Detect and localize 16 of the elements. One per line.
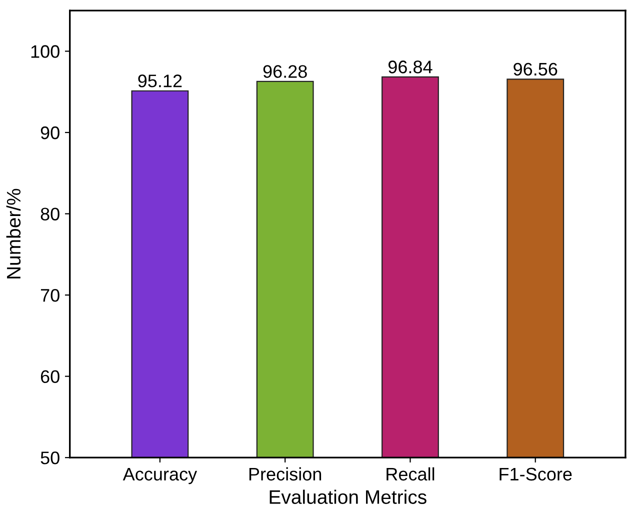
x-axis-title: Evaluation Metrics (270, 490, 426, 504)
x-tick-label: F1-Score (500, 468, 572, 481)
x-tick-label: Accuracy (122, 468, 198, 484)
y-tick-label: 80 (40, 208, 60, 220)
data-label: 95.12 (138, 74, 182, 88)
data-label: 96.84 (388, 60, 432, 74)
y-axis-title: Number/% (6, 188, 21, 278)
x-tick-label: Recall (386, 467, 434, 481)
y-tick-label: 60 (40, 370, 60, 384)
y-tick-label: 90 (40, 126, 60, 140)
y-tick-label: 70 (40, 288, 60, 302)
data-label: 96.28 (263, 65, 307, 78)
data-label: 96.56 (514, 62, 558, 76)
y-tick-label: 100 (31, 45, 60, 58)
y-tick-label: 50 (40, 452, 60, 464)
x-tick-label: Precision (249, 467, 322, 481)
